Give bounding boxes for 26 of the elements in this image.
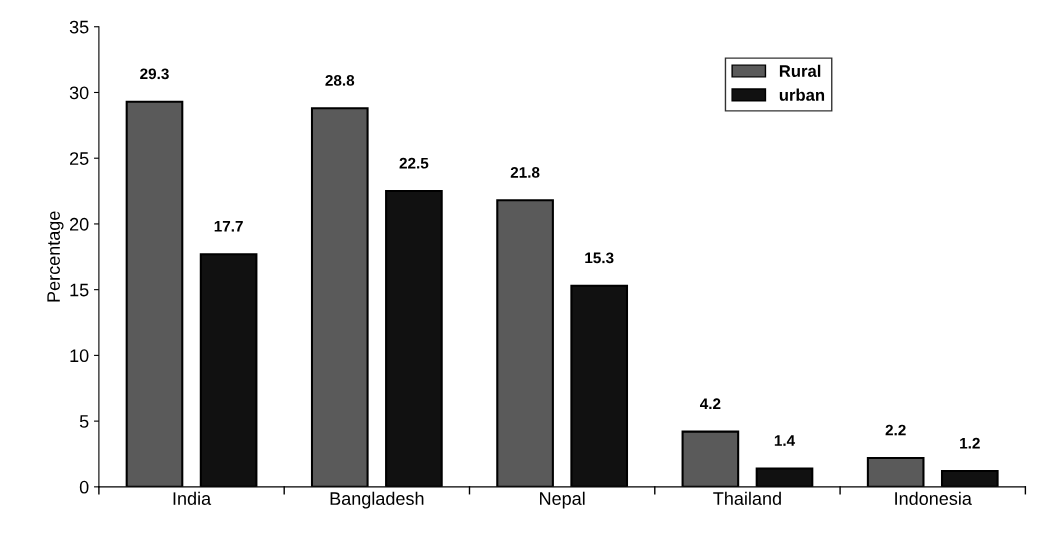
y-tick-label: 25 [70,152,89,165]
data-label: 2.2 [885,424,906,436]
legend-label: Rural [779,64,821,77]
x-tick-label: India [173,491,212,505]
y-tick-label: 5 [79,415,89,428]
y-tick-label: 10 [70,349,89,363]
data-label: 15.3 [585,252,614,264]
data-label: 28.8 [325,74,355,86]
y-tick-label: 0 [79,480,89,494]
y-axis-title: Percentage [47,211,64,302]
data-label: 17.7 [214,221,243,232]
y-tick-label: 15 [70,283,89,297]
data-label: 29.3 [140,68,169,80]
x-tick-label: Nepal [540,491,585,509]
x-tick-label: Indonesia [895,491,972,505]
y-tick-label: 35 [69,20,89,34]
y-tick-label: 20 [70,217,89,231]
data-label: 21.8 [510,166,540,178]
legend-label: urban [779,88,825,101]
data-label: 4.2 [699,398,721,410]
data-label: 1.4 [774,435,796,446]
data-label: 1.2 [960,437,980,449]
data-label: 22.5 [399,157,429,169]
y-tick-label: 30 [69,86,89,100]
x-tick-label: Bangladesh [330,491,424,509]
x-tick-label: Thailand [713,491,781,505]
